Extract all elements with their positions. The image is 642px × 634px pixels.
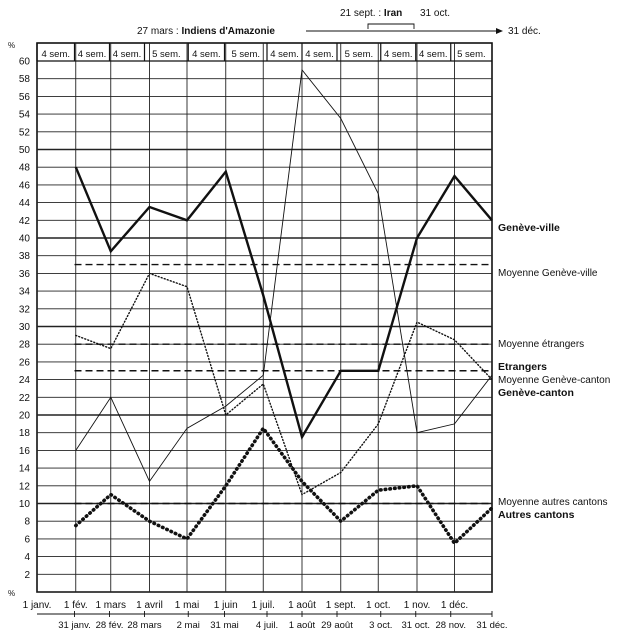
y-tick-labels: 2468101214161820222426283032343638404244…: [19, 57, 31, 581]
x-month-label: 1 déc.: [441, 600, 468, 611]
series-geneve-ville-line: [74, 166, 493, 441]
average-lines: [74, 263, 492, 505]
y-tick-label: 22: [19, 393, 31, 404]
series-label-autres-cantons: Autres cantons: [498, 509, 575, 521]
annotation-amazonie-label: 27 mars : Indiens d'Amazonie: [137, 26, 275, 37]
x-date-label: 28 nov.: [436, 620, 466, 631]
annotation-iran-end-label: 31 oct.: [420, 8, 450, 19]
x-date-label: 31 janv.: [58, 620, 91, 631]
annotation-amazonie-end-label: 31 déc.: [508, 26, 541, 37]
period-label: 5 sem.: [152, 49, 181, 60]
annotation-amazonie-arrowhead: [496, 28, 503, 34]
grid-layer: [36, 42, 493, 593]
x-month-label: 1 nov.: [404, 600, 431, 611]
y-tick-label: 20: [19, 411, 31, 422]
period-label: 4 sem.: [41, 49, 70, 60]
y-tick-label: 50: [19, 145, 31, 156]
y-tick-label: 28: [19, 340, 31, 351]
series-autres-cantons-line: [74, 425, 494, 547]
series-label-etrangers: Etrangers: [498, 361, 547, 373]
y-axis-unit-bottom: %: [8, 589, 15, 598]
x-month-label: 1 sept.: [326, 600, 356, 611]
period-label: 5 sem.: [457, 49, 486, 60]
average-label-etrangers: Moyenne étrangers: [498, 339, 584, 350]
x-date-label: 29 août: [321, 620, 353, 631]
x-date-label: 4 juil.: [256, 620, 278, 631]
x-axis-labels: 1 janv. 1 fév. 1 mars 1 avril 1 mai 1 juin 1 j…: [23, 600, 508, 631]
x-date-label: 31 oct.: [401, 620, 430, 631]
y-tick-label: 10: [19, 499, 31, 510]
series-label-geneve-ville: Genève-ville: [498, 222, 560, 234]
x-date-label: 2 mai: [177, 620, 200, 631]
x-month-label: 1 avril: [136, 600, 163, 611]
period-label: 5 sem.: [345, 49, 374, 60]
average-label-geneve-canton: Moyenne Genève-canton: [498, 375, 610, 386]
period-label: 4 sem.: [419, 49, 448, 60]
annotation-iran-label: 21 sept. : Iran: [340, 8, 402, 19]
series-etrangers-line: [75, 68, 493, 483]
y-tick-label: 6: [24, 534, 30, 545]
y-tick-label: 30: [19, 322, 31, 333]
y-tick-label: 60: [19, 57, 31, 68]
average-label-geneve-ville: Moyenne Genève-ville: [498, 268, 598, 279]
x-month-label: 1 fév.: [64, 600, 88, 611]
y-tick-label: 48: [19, 163, 31, 174]
x-month-label: 1 juil.: [252, 600, 275, 611]
period-label: 4 sem.: [192, 49, 221, 60]
x-date-label: 1 août: [289, 620, 316, 631]
x-date-label: 28 fév.: [96, 620, 124, 631]
y-tick-label: 42: [19, 216, 31, 227]
y-tick-label: 16: [19, 446, 31, 457]
y-tick-label: 14: [19, 464, 31, 475]
y-tick-label: 52: [19, 127, 31, 138]
period-row: 4 sem. 4 sem. 4 sem. 5 sem. 4 sem. 5 sem. 4 se…: [41, 49, 485, 60]
y-tick-label: 32: [19, 304, 31, 315]
period-label: 4 sem.: [78, 49, 107, 60]
y-tick-label: 36: [19, 269, 31, 280]
y-tick-label: 2: [24, 570, 30, 581]
x-month-label: 1 janv.: [23, 600, 52, 611]
y-tick-label: 4: [24, 552, 30, 563]
y-tick-label: 54: [19, 110, 31, 121]
y-tick-label: 34: [19, 287, 31, 298]
annotation-iran-bracket: [367, 23, 415, 29]
y-tick-label: 56: [19, 92, 31, 103]
period-label: 4 sem.: [384, 49, 413, 60]
series-lines: [74, 68, 494, 547]
y-tick-label: 58: [19, 74, 31, 85]
x-month-label: 1 juin: [214, 600, 238, 611]
period-label: 5 sem.: [231, 49, 260, 60]
period-label: 4 sem.: [113, 49, 142, 60]
x-date-label: 31 déc.: [476, 620, 507, 631]
y-tick-label: 38: [19, 251, 31, 262]
x-month-label: 1 oct.: [366, 600, 390, 611]
y-tick-label: 44: [19, 198, 31, 209]
y-tick-label: 12: [19, 481, 31, 492]
series-label-geneve-canton: Genève-canton: [498, 387, 574, 399]
average-label-autres-cantons: Moyenne autres cantons: [498, 497, 608, 508]
period-label: 4 sem.: [305, 49, 334, 60]
x-date-label: 31 mai: [210, 620, 239, 631]
x-date-label: 3 oct.: [369, 620, 392, 631]
y-tick-label: 24: [19, 375, 31, 386]
x-date-label: 28 mars: [127, 620, 162, 631]
x-month-label: 1 mai: [175, 600, 199, 611]
x-month-label: 1 août: [288, 600, 316, 611]
x-month-label: 1 mars: [95, 600, 126, 611]
chart-annotations: 27 mars : Indiens d'Amazonie 31 déc. 21 …: [137, 8, 541, 37]
y-axis-unit-top: %: [8, 41, 15, 50]
y-tick-label: 18: [19, 428, 31, 439]
y-tick-label: 8: [24, 517, 30, 528]
series-geneve-canton-line: [75, 272, 493, 496]
plot-frame: [36, 42, 493, 593]
y-tick-label: 40: [19, 234, 31, 245]
period-label: 4 sem.: [270, 49, 299, 60]
series-labels: Genève-ville Moyenne Genève-ville Moyenne …: [498, 222, 610, 521]
y-tick-label: 26: [19, 357, 31, 368]
y-tick-label: 46: [19, 180, 31, 191]
